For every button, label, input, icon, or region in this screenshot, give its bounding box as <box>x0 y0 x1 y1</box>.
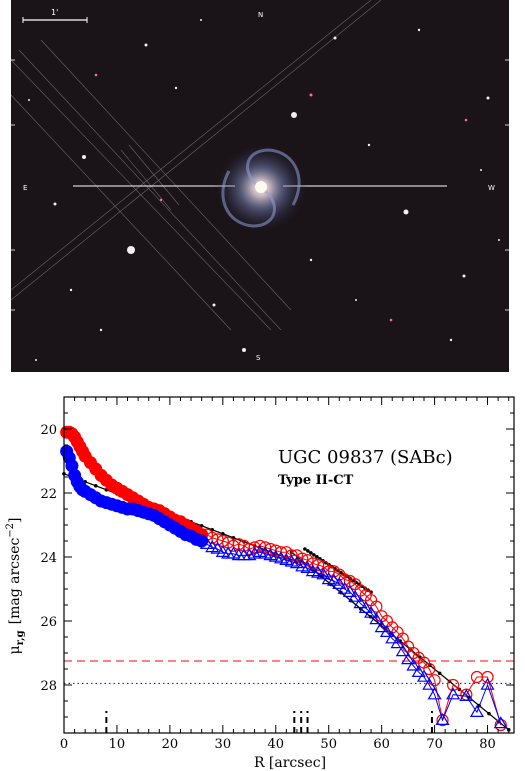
g-band-point <box>446 687 461 700</box>
g-band-point <box>369 612 384 625</box>
g-band-point <box>435 713 450 725</box>
x-tick-label: 30 <box>215 737 232 752</box>
g-band-point <box>390 636 405 649</box>
y-axis-label-units: [mag arcsec <box>7 538 23 625</box>
g-band-point <box>289 556 304 569</box>
g-band-point <box>459 689 474 701</box>
g-band-point <box>342 585 357 597</box>
g-band-point <box>326 573 342 586</box>
chart-title: UGC 09837 (SABc) <box>278 447 453 468</box>
y-tick-label: 26 <box>40 615 57 630</box>
g-band-point <box>395 644 410 657</box>
stars <box>28 19 500 361</box>
x-tick-label: 10 <box>109 737 126 752</box>
x-axis-label: R [arcsec] <box>254 755 326 771</box>
g-band-point <box>406 658 421 671</box>
r-band-point <box>423 662 436 676</box>
g-band-point <box>416 669 432 682</box>
g-band-point <box>364 605 379 618</box>
fit-point <box>315 555 319 559</box>
y-axis-label-close: ] <box>7 517 23 522</box>
fit-point <box>303 547 307 551</box>
g-band-point <box>493 716 508 729</box>
x-tick-label: 0 <box>60 737 68 752</box>
g-band-point <box>337 581 352 594</box>
compass-south: S <box>256 354 261 362</box>
g-band-point <box>210 541 225 554</box>
fit-point <box>221 532 225 536</box>
g-band-point <box>332 577 347 589</box>
diffraction-streaks <box>11 0 382 331</box>
r-band-outer-line <box>206 534 502 726</box>
y-tick-label: 24 <box>40 551 57 566</box>
g-band-point <box>427 687 442 700</box>
g-band-point <box>469 705 484 717</box>
y-axis-label: μr,g [mag arcsec−2] <box>5 517 26 654</box>
g-band-point <box>379 625 394 637</box>
x-tick-label: 50 <box>320 737 337 752</box>
g-band-point <box>480 677 495 690</box>
g-band-point <box>422 677 437 690</box>
x-tick-label: 80 <box>479 737 496 752</box>
fit-point <box>306 549 310 553</box>
axis-ticks: 0 10 20 30 40 50 60 70 80 20 22 24 26 28 <box>40 397 514 752</box>
g-band-point <box>353 596 368 609</box>
y-axis-label-symbol: μ <box>7 645 23 654</box>
break-markers <box>105 711 433 733</box>
fit-point <box>437 671 442 676</box>
r-band-series <box>60 425 507 732</box>
g-band-point <box>401 652 416 665</box>
chart-subtitle: Type II-CT <box>278 473 354 488</box>
g-band-point <box>199 537 214 549</box>
fit-point <box>93 484 98 488</box>
g-band-outer-line <box>206 543 502 724</box>
r-band-point <box>494 718 507 732</box>
x-tick-label: 70 <box>426 737 443 752</box>
y-axis-label-subscript: r,g <box>15 630 26 645</box>
g-band-inner-point <box>195 534 209 548</box>
x-tick-label: 40 <box>267 737 284 752</box>
g-band-point <box>411 665 426 677</box>
y-tick-label: 20 <box>40 423 57 438</box>
g-band-series <box>60 444 508 729</box>
fit-point <box>487 711 491 716</box>
g-band-point <box>247 546 262 559</box>
r-band-point <box>481 670 494 684</box>
galaxy <box>213 142 309 234</box>
x-tick-label: 20 <box>162 737 179 752</box>
compass-west: W <box>488 184 495 192</box>
x-tick-label: 60 <box>373 737 390 752</box>
g-band-point <box>374 620 389 633</box>
g-band-point <box>242 548 257 561</box>
plot-frame <box>63 396 515 734</box>
g-band-point <box>300 561 315 573</box>
compass-north: N <box>258 11 263 19</box>
border-ticks <box>11 59 509 311</box>
fit-point <box>312 553 316 557</box>
y-axis-label-superscript: −2 <box>5 523 16 538</box>
y-tick-label: 28 <box>40 679 57 694</box>
g-band-point <box>316 567 331 580</box>
g-band-point <box>348 589 363 602</box>
reddish-stars <box>94 73 468 322</box>
compass-east: E <box>23 184 27 192</box>
surface-brightness-profile-chart: 0 10 20 30 40 50 60 70 80 20 22 24 26 28 UGC 09837 (S… <box>5 396 515 771</box>
galaxy-image: 1' N S E W <box>11 0 509 372</box>
g-band-point <box>358 601 373 613</box>
limit-lines <box>64 660 514 684</box>
g-band-point <box>385 631 400 644</box>
fit-point <box>309 551 313 555</box>
scale-bar-label: 1' <box>51 8 58 17</box>
r-band-point <box>447 678 460 692</box>
y-tick-label: 22 <box>40 487 57 502</box>
